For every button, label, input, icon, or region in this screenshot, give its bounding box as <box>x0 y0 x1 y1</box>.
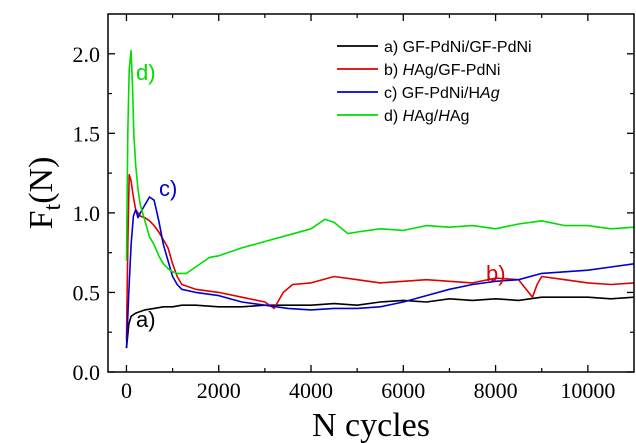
x-axis-label: N cycles <box>312 407 430 443</box>
series-line-a <box>125 296 634 349</box>
x-tick-label: 4000 <box>289 378 333 403</box>
x-tick-label: 10000 <box>560 378 615 403</box>
y-tick-label: 1.5 <box>73 121 101 146</box>
curve-label-c: c) <box>159 176 177 201</box>
series-line-d <box>125 49 634 275</box>
y-axis-label-sub: t <box>40 203 66 210</box>
legend-entry: c) GF-PdNi/HAg <box>384 85 500 102</box>
legend-entry: d) HAg/HAg <box>384 108 469 125</box>
curve-label-a: a) <box>136 307 156 332</box>
x-tick-label: 2000 <box>197 378 241 403</box>
y-axis-label-main: F <box>23 210 60 229</box>
ticks-layer: 0 2000 4000 6000 8000 10000 0.0 0.5 1.0 1.5 2.0 <box>73 14 634 403</box>
x-tick-label: 6000 <box>381 378 425 403</box>
y-axis-label-unit: (N) <box>23 157 60 204</box>
x-tick-label: 0 <box>121 378 132 403</box>
legend-entry: b) HAg/GF-PdNi <box>384 62 500 79</box>
legend-entry: a) GF-PdNi/GF-PdNi <box>384 39 532 56</box>
legend: a) GF-PdNi/GF-PdNi b) HAg/GF-PdNi c) GF-Pd… <box>337 39 532 125</box>
y-tick-label: 0.0 <box>73 360 101 385</box>
x-tick-label: 8000 <box>474 378 518 403</box>
curve-label-b: b) <box>486 261 506 286</box>
series-layer <box>125 49 634 349</box>
y-tick-label: 2.0 <box>73 42 101 67</box>
y-axis-label: Ft(N) <box>23 157 66 230</box>
series-line-b <box>125 173 634 341</box>
svg-text:Ft(N): Ft(N) <box>23 157 66 230</box>
y-tick-label: 0.5 <box>73 280 101 305</box>
plot-frame <box>107 13 635 373</box>
annotations: a) b) c) d) <box>136 60 506 332</box>
series-line-c <box>125 196 634 349</box>
y-tick-label: 1.0 <box>73 201 101 226</box>
curve-label-d: d) <box>136 60 156 85</box>
